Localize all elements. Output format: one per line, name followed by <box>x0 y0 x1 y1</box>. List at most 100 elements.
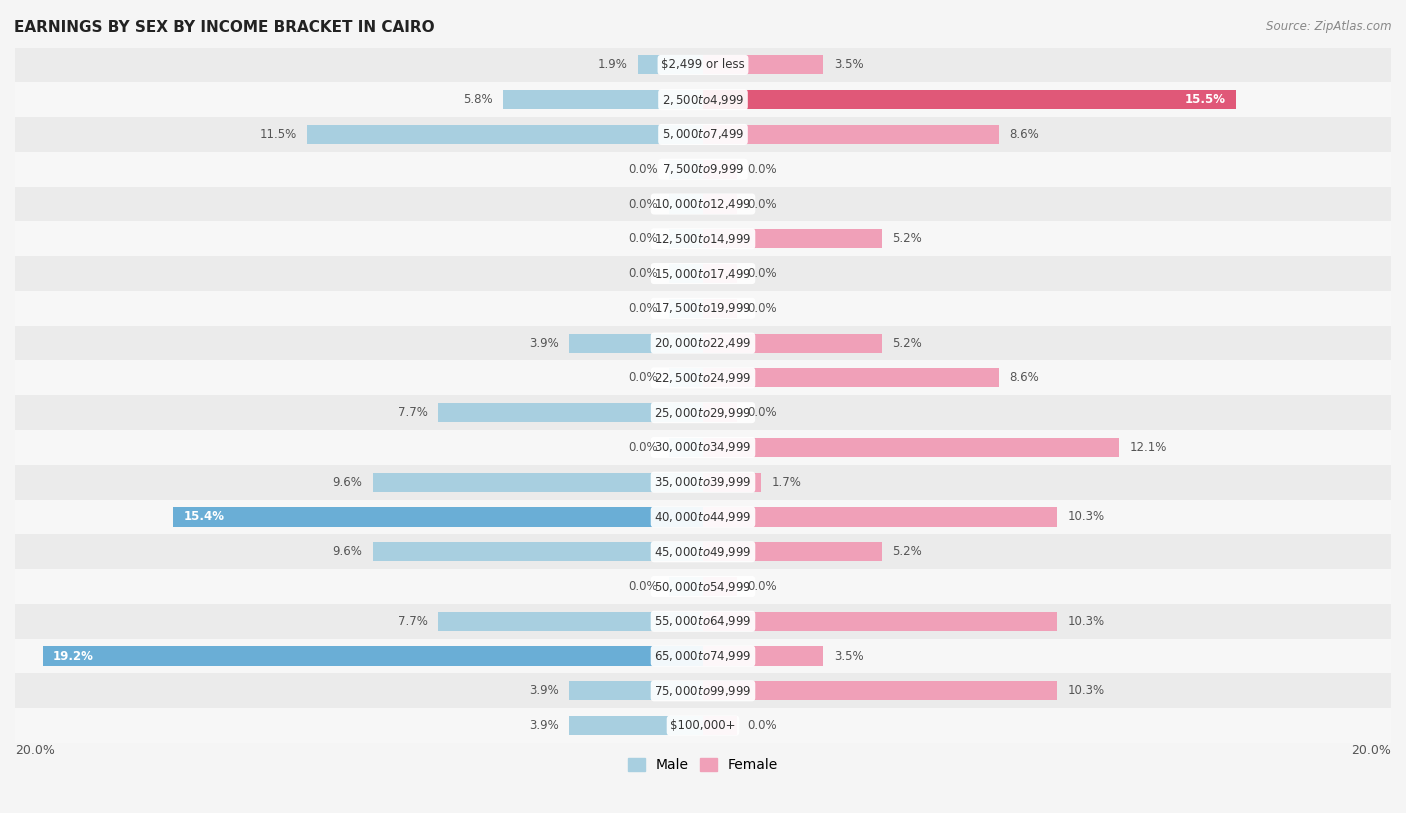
Text: 3.9%: 3.9% <box>529 337 558 350</box>
Bar <box>15 569 1391 604</box>
Bar <box>703 403 737 422</box>
Bar <box>173 507 703 527</box>
Text: 8.6%: 8.6% <box>1010 372 1039 385</box>
Bar <box>15 291 1391 326</box>
Bar <box>15 221 1391 256</box>
Bar <box>703 194 737 214</box>
Text: 0.0%: 0.0% <box>628 372 658 385</box>
Bar <box>703 681 1057 700</box>
Text: 1.7%: 1.7% <box>772 476 801 489</box>
Text: 0.0%: 0.0% <box>748 267 778 280</box>
Legend: Male, Female: Male, Female <box>623 753 783 778</box>
Bar <box>669 368 703 388</box>
Bar <box>638 55 703 75</box>
Text: $5,000 to $7,499: $5,000 to $7,499 <box>662 128 744 141</box>
Text: 11.5%: 11.5% <box>260 128 297 141</box>
Bar <box>569 333 703 353</box>
Bar <box>703 646 824 666</box>
Bar <box>669 438 703 457</box>
Text: 20.0%: 20.0% <box>1351 744 1391 757</box>
Bar <box>703 438 1119 457</box>
Text: 5.2%: 5.2% <box>893 233 922 246</box>
Bar <box>569 681 703 700</box>
Text: 0.0%: 0.0% <box>748 720 778 733</box>
Bar <box>703 298 737 318</box>
Bar <box>15 395 1391 430</box>
Bar <box>15 256 1391 291</box>
Text: 3.5%: 3.5% <box>834 650 863 663</box>
Text: 3.5%: 3.5% <box>834 59 863 72</box>
Text: $17,500 to $19,999: $17,500 to $19,999 <box>654 302 752 315</box>
Bar <box>373 542 703 561</box>
Bar <box>42 646 703 666</box>
Text: 0.0%: 0.0% <box>748 406 778 420</box>
Bar <box>15 47 1391 82</box>
Bar <box>703 264 737 283</box>
Text: 0.0%: 0.0% <box>748 163 778 176</box>
Text: 15.5%: 15.5% <box>1185 93 1226 107</box>
Text: $12,500 to $14,999: $12,500 to $14,999 <box>654 232 752 246</box>
Text: 0.0%: 0.0% <box>748 302 778 315</box>
Bar <box>15 465 1391 499</box>
Bar <box>703 229 882 248</box>
Bar <box>703 507 1057 527</box>
Bar <box>669 229 703 248</box>
Bar <box>703 368 998 388</box>
Text: 0.0%: 0.0% <box>628 163 658 176</box>
Text: 0.0%: 0.0% <box>628 267 658 280</box>
Text: 7.7%: 7.7% <box>398 406 427 420</box>
Text: 0.0%: 0.0% <box>748 580 778 593</box>
Bar <box>703 577 737 596</box>
Bar <box>669 194 703 214</box>
Text: 0.0%: 0.0% <box>628 580 658 593</box>
Bar <box>15 639 1391 673</box>
Text: 12.1%: 12.1% <box>1129 441 1167 454</box>
Text: $15,000 to $17,499: $15,000 to $17,499 <box>654 267 752 280</box>
Bar <box>15 326 1391 360</box>
Bar <box>703 55 824 75</box>
Text: 0.0%: 0.0% <box>628 302 658 315</box>
Text: $45,000 to $49,999: $45,000 to $49,999 <box>654 545 752 559</box>
Text: $10,000 to $12,499: $10,000 to $12,499 <box>654 197 752 211</box>
Bar <box>703 159 737 179</box>
Bar <box>703 542 882 561</box>
Text: 0.0%: 0.0% <box>628 198 658 211</box>
Bar <box>703 472 762 492</box>
Text: 7.7%: 7.7% <box>398 615 427 628</box>
Text: $65,000 to $74,999: $65,000 to $74,999 <box>654 649 752 663</box>
Bar <box>439 403 703 422</box>
Bar <box>15 117 1391 152</box>
Text: 5.2%: 5.2% <box>893 546 922 559</box>
Text: EARNINGS BY SEX BY INCOME BRACKET IN CAIRO: EARNINGS BY SEX BY INCOME BRACKET IN CAI… <box>14 20 434 35</box>
Bar <box>439 611 703 631</box>
Bar <box>669 159 703 179</box>
Text: 9.6%: 9.6% <box>333 476 363 489</box>
Text: 8.6%: 8.6% <box>1010 128 1039 141</box>
Text: $2,500 to $4,999: $2,500 to $4,999 <box>662 93 744 107</box>
Text: 10.3%: 10.3% <box>1067 615 1105 628</box>
Text: $100,000+: $100,000+ <box>671 720 735 733</box>
Text: 3.9%: 3.9% <box>529 685 558 698</box>
Text: $22,500 to $24,999: $22,500 to $24,999 <box>654 371 752 385</box>
Text: $40,000 to $44,999: $40,000 to $44,999 <box>654 510 752 524</box>
Bar <box>703 611 1057 631</box>
Bar <box>569 716 703 735</box>
Text: $2,499 or less: $2,499 or less <box>661 59 745 72</box>
Bar <box>669 264 703 283</box>
Text: $55,000 to $64,999: $55,000 to $64,999 <box>654 615 752 628</box>
Text: $35,000 to $39,999: $35,000 to $39,999 <box>654 475 752 489</box>
Text: 1.9%: 1.9% <box>598 59 627 72</box>
Text: 19.2%: 19.2% <box>53 650 94 663</box>
Text: 0.0%: 0.0% <box>748 198 778 211</box>
Text: 0.0%: 0.0% <box>628 441 658 454</box>
Bar <box>669 577 703 596</box>
Bar <box>15 708 1391 743</box>
Text: $75,000 to $99,999: $75,000 to $99,999 <box>654 684 752 698</box>
Text: $7,500 to $9,999: $7,500 to $9,999 <box>662 163 744 176</box>
Bar <box>308 125 703 144</box>
Bar <box>15 430 1391 465</box>
Text: 20.0%: 20.0% <box>15 744 55 757</box>
Text: 15.4%: 15.4% <box>184 511 225 524</box>
Text: 3.9%: 3.9% <box>529 720 558 733</box>
Bar <box>703 333 882 353</box>
